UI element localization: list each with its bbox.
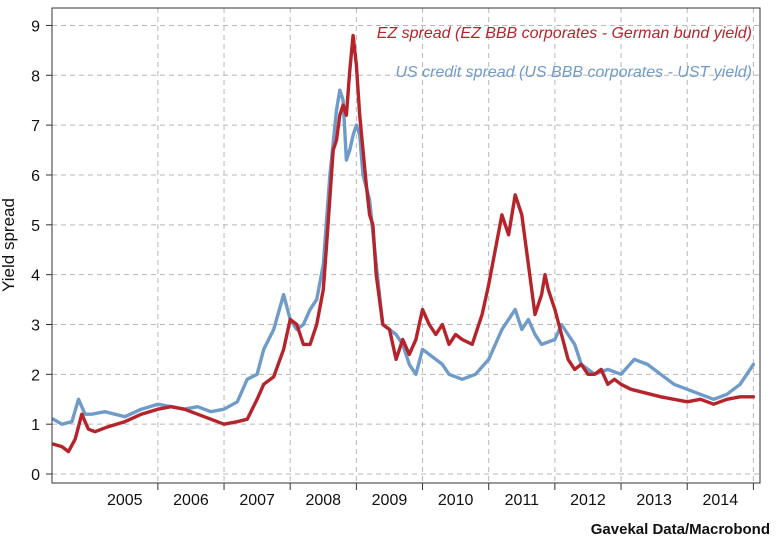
y-tick-label: 0 [31, 467, 40, 484]
grid-lines [52, 8, 760, 483]
x-tick-label: 2006 [173, 492, 209, 509]
legend-entry-ez-spread: EZ spread (EZ BBB corporates - German bu… [377, 25, 752, 42]
x-tick-label: 2007 [239, 492, 275, 509]
plot-frame [51, 7, 761, 484]
axes [46, 7, 761, 490]
tick-labels: 0 1 2 3 4 5 6 7 8 9 2005 2006 2007 2008 2009 2010 2011 20… [31, 18, 738, 509]
x-tick-label: 2005 [107, 492, 143, 509]
y-tick-label: 1 [31, 417, 40, 434]
y-tick-label: 8 [31, 68, 40, 85]
x-tick-label: 2009 [372, 492, 408, 509]
x-tick-label: 2010 [438, 492, 474, 509]
x-tick-label: 2011 [505, 492, 540, 509]
y-tick-label: 6 [31, 168, 40, 185]
y-tick-label: 2 [31, 367, 40, 384]
source-credit: Gavekal Data/Macrobond [590, 521, 770, 538]
x-tick-label: 2013 [636, 492, 672, 509]
y-axis-title: Yield spread [0, 198, 18, 292]
y-tick-label: 7 [31, 118, 40, 135]
legend-entry-us-credit-spread: US credit spread (US BBB corporates - US… [395, 64, 752, 81]
x-tick-label: 2008 [305, 492, 341, 509]
series-layer [51, 33, 756, 454]
y-tick-label: 3 [31, 318, 40, 335]
x-tick-label: 2014 [703, 492, 739, 509]
y-tick-label: 4 [31, 268, 40, 285]
legend: EZ spread (EZ BBB corporates - German bu… [377, 25, 752, 81]
series-line-ez-spread [51, 33, 756, 454]
y-tick-label: 9 [31, 18, 40, 35]
y-tick-label: 5 [31, 218, 40, 235]
x-tick-label: 2012 [570, 492, 606, 509]
